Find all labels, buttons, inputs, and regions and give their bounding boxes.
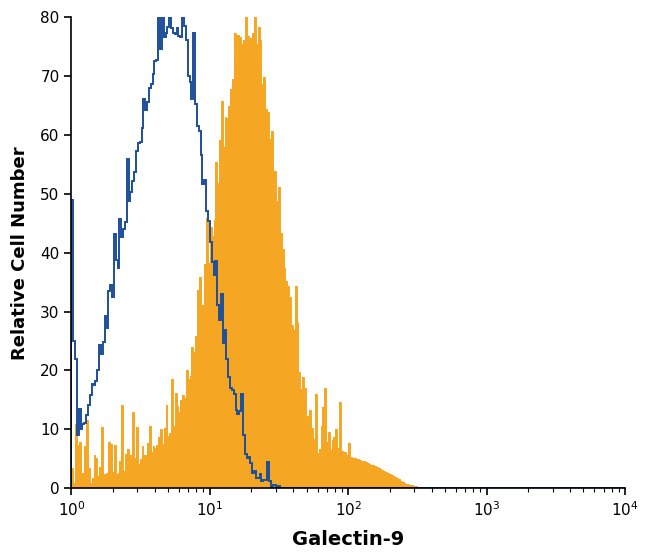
X-axis label: Galectin-9: Galectin-9 [292,530,404,549]
Y-axis label: Relative Cell Number: Relative Cell Number [11,146,29,360]
